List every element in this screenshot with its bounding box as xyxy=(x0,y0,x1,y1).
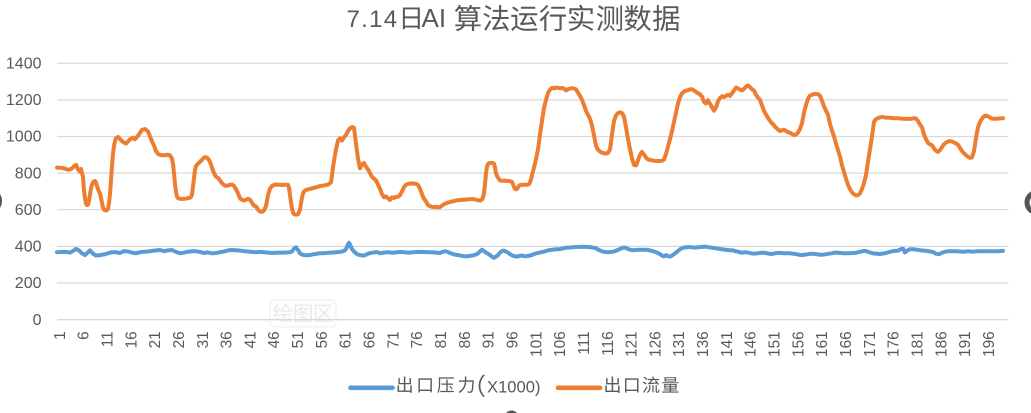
svg-text:1: 1 xyxy=(52,331,69,340)
svg-text:181: 181 xyxy=(910,331,927,357)
svg-text:1400: 1400 xyxy=(6,56,42,73)
svg-text:61: 61 xyxy=(338,331,355,348)
svg-text:800: 800 xyxy=(15,165,42,182)
svg-text:131: 131 xyxy=(671,331,688,357)
svg-text:X1000): X1000) xyxy=(487,377,541,396)
svg-text:0: 0 xyxy=(33,312,42,329)
svg-text:46: 46 xyxy=(266,331,283,348)
svg-text:36: 36 xyxy=(219,331,236,348)
svg-text:106: 106 xyxy=(552,331,569,357)
svg-text:121: 121 xyxy=(624,331,641,357)
svg-text:136: 136 xyxy=(695,331,712,357)
svg-text:76: 76 xyxy=(409,331,426,348)
svg-text:86: 86 xyxy=(457,331,474,348)
svg-text:31: 31 xyxy=(195,331,212,348)
svg-text:101: 101 xyxy=(528,331,545,357)
svg-text:1000: 1000 xyxy=(6,129,42,146)
svg-text:81: 81 xyxy=(433,331,450,348)
svg-text:1200: 1200 xyxy=(6,92,42,109)
svg-text:600: 600 xyxy=(15,202,42,219)
svg-text:196: 196 xyxy=(981,331,998,357)
svg-text:141: 141 xyxy=(719,331,736,357)
svg-text:56: 56 xyxy=(314,331,331,348)
svg-text:AI: AI xyxy=(422,3,447,33)
svg-text:146: 146 xyxy=(743,331,760,357)
svg-text:66: 66 xyxy=(362,331,379,348)
svg-text:71: 71 xyxy=(385,331,402,348)
svg-text:186: 186 xyxy=(933,331,950,357)
svg-text:200: 200 xyxy=(15,275,42,292)
svg-text:116: 116 xyxy=(600,331,617,356)
svg-text:400: 400 xyxy=(15,239,42,256)
svg-text:176: 176 xyxy=(886,331,903,357)
svg-text:166: 166 xyxy=(838,331,855,357)
svg-text:151: 151 xyxy=(767,331,784,357)
svg-text:11: 11 xyxy=(100,331,117,347)
svg-text:26: 26 xyxy=(171,331,188,348)
svg-text:161: 161 xyxy=(814,331,831,357)
svg-text:91: 91 xyxy=(481,331,498,348)
svg-text:16: 16 xyxy=(123,331,140,348)
svg-text:6: 6 xyxy=(76,331,93,340)
svg-text:96: 96 xyxy=(505,331,522,348)
svg-text:156: 156 xyxy=(790,331,807,357)
svg-text:171: 171 xyxy=(862,331,879,357)
svg-text:191: 191 xyxy=(957,331,974,357)
svg-text:51: 51 xyxy=(290,331,307,348)
svg-text:126: 126 xyxy=(647,331,664,357)
svg-text:7.14: 7.14 xyxy=(347,6,399,33)
svg-text:21: 21 xyxy=(147,331,164,348)
svg-text:111: 111 xyxy=(576,331,593,354)
svg-text:41: 41 xyxy=(242,331,259,348)
